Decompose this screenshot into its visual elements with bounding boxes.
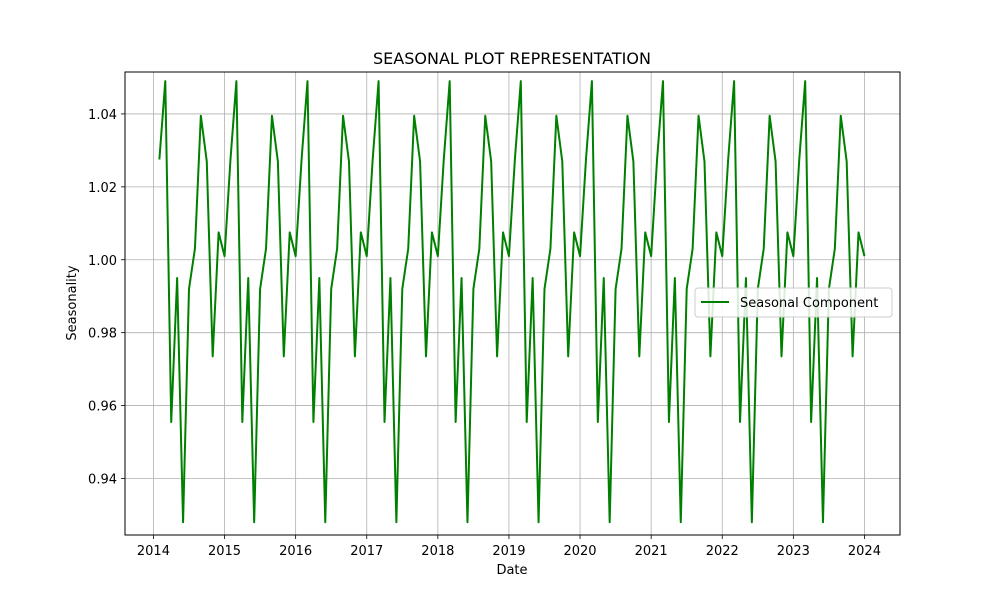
x-tick-label: 2016 xyxy=(279,544,312,559)
series-line-seasonal-component xyxy=(158,80,866,524)
x-tick-label: 2017 xyxy=(350,544,383,559)
plot-frame xyxy=(124,71,901,536)
x-tick-label: 2020 xyxy=(563,544,596,559)
y-tick-label: 1.00 xyxy=(88,254,117,269)
legend-box xyxy=(694,287,893,318)
x-tick-label: 2018 xyxy=(421,544,454,559)
x-tick-label: 2024 xyxy=(848,544,881,559)
legend-label: Seasonal Component xyxy=(740,296,878,311)
y-axis-ticks: 0.94 0.96 0.98 1.00 1.02 1.04 xyxy=(88,108,125,487)
x-tick-label: 2022 xyxy=(706,544,739,559)
series-layer xyxy=(158,80,866,524)
y-tick-label: 0.96 xyxy=(88,400,117,415)
y-tick-label: 0.98 xyxy=(88,327,117,342)
y-axis-label: Seasonality xyxy=(65,265,80,340)
x-tick-label: 2014 xyxy=(137,544,170,559)
y-tick-label: 1.02 xyxy=(88,181,117,196)
x-tick-label: 2015 xyxy=(208,544,241,559)
y-tick-label: 1.04 xyxy=(88,108,117,123)
x-axis-ticks: 2014 2015 2016 2017 2018 2019 2020 2021 2022 2023… xyxy=(137,535,881,559)
x-tick-label: 2023 xyxy=(777,544,810,559)
x-tick-label: 2021 xyxy=(635,544,668,559)
x-axis-label: Date xyxy=(496,563,527,578)
grid-lines xyxy=(125,72,900,535)
legend: Seasonal Component xyxy=(694,287,893,318)
x-tick-label: 2019 xyxy=(492,544,525,559)
y-tick-label: 0.94 xyxy=(88,472,117,487)
chart-title: SEASONAL PLOT REPRESENTATION xyxy=(373,49,651,68)
